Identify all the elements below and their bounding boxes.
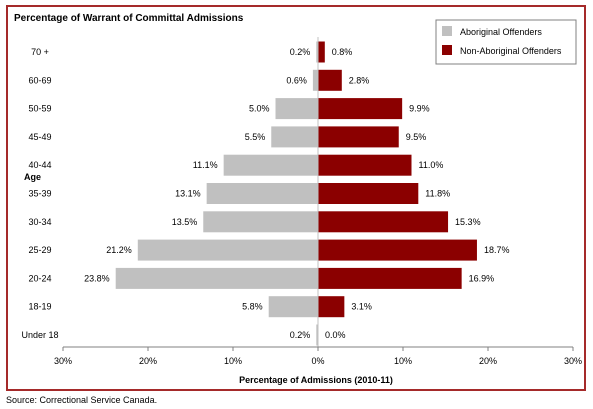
data-label-aboriginal: 21.2% [106, 245, 132, 255]
data-label-aboriginal: 0.6% [286, 75, 307, 85]
bar-aboriginal [271, 126, 318, 148]
bar-aboriginal [137, 239, 318, 261]
data-label-aboriginal: 5.5% [245, 132, 266, 142]
category-label: 45-49 [28, 132, 51, 142]
x-ticks: 30% 20% 10% 0% 10% 20% 30% [54, 347, 582, 366]
bar-aboriginal [268, 296, 318, 318]
data-label-aboriginal: 13.1% [175, 189, 201, 199]
x-axis-label: Percentage of Admissions (2010-11) [239, 375, 393, 385]
bar-non-aboriginal [318, 296, 345, 318]
category-label: 50-59 [28, 104, 51, 114]
data-label-aboriginal: 5.0% [249, 104, 270, 114]
label-group: 70 + 0.2% 0.8% 60-69 0.6% 2.8% 50-59 5.0% 9.9% 45… [21, 47, 509, 340]
category-label: 20-24 [28, 273, 51, 283]
x-tick-label: 30% [54, 356, 72, 366]
bar-non-aboriginal [318, 183, 419, 204]
legend: Aboriginal Offenders Non-Aboriginal Offe… [435, 19, 577, 65]
category-label: 25-29 [28, 245, 51, 255]
bar-aboriginal [275, 98, 318, 120]
data-label-non-aboriginal: 16.9% [469, 273, 495, 283]
bar-non-aboriginal [318, 41, 325, 63]
bar-aboriginal [203, 211, 318, 233]
bar-non-aboriginal [318, 267, 462, 289]
legend-label-aboriginal: Aboriginal Offenders [460, 27, 542, 37]
category-label: Under 18 [21, 330, 58, 340]
legend-box [435, 19, 577, 65]
data-label-non-aboriginal: 18.7% [484, 245, 510, 255]
data-label-non-aboriginal: 11.8% [425, 189, 450, 199]
category-label: 30-34 [28, 217, 51, 227]
data-label-non-aboriginal: 9.5% [406, 132, 427, 142]
x-tick-label: 30% [564, 356, 582, 366]
data-label-non-aboriginal: 3.1% [351, 302, 372, 312]
bar-non-aboriginal [318, 69, 342, 91]
legend-label-non-aboriginal: Non-Aboriginal Offenders [460, 46, 562, 56]
data-label-aboriginal: 5.8% [242, 302, 263, 312]
category-label: 70 + [31, 47, 49, 57]
bar-group [115, 37, 477, 347]
data-label-non-aboriginal: 9.9% [409, 104, 430, 114]
chart: Percentage of Warrant of Committal Admis… [14, 13, 582, 385]
data-label-aboriginal: 0.2% [290, 47, 311, 57]
bar-aboriginal [316, 41, 318, 63]
bar-non-aboriginal [318, 98, 403, 120]
chart-frame: Percentage of Warrant of Committal Admis… [6, 5, 586, 391]
data-label-aboriginal: 11.1% [193, 160, 218, 170]
data-label-aboriginal: 0.2% [290, 330, 311, 340]
data-label-non-aboriginal: 15.3% [455, 217, 481, 227]
bar-aboriginal [316, 324, 318, 346]
bar-aboriginal [115, 267, 318, 289]
bar-aboriginal [312, 69, 318, 91]
chart-title: Percentage of Warrant of Committal Admis… [14, 13, 244, 24]
source-note: Source: Correctional Service Canada. [6, 395, 158, 405]
x-tick-label: 10% [224, 356, 242, 366]
x-tick-label: 10% [394, 356, 412, 366]
category-label: 60-69 [28, 75, 51, 85]
data-label-non-aboriginal: 0.0% [325, 330, 346, 340]
bar-non-aboriginal [318, 211, 449, 233]
x-tick-label: 20% [139, 356, 157, 366]
data-label-non-aboriginal: 0.8% [332, 47, 353, 57]
legend-swatch-non-aboriginal [442, 45, 452, 55]
data-label-non-aboriginal: 11.0% [419, 160, 444, 170]
legend-swatch-aboriginal [442, 26, 452, 36]
bar-non-aboriginal [318, 126, 399, 148]
y-axis-label: Age [24, 172, 41, 182]
bar-aboriginal [223, 154, 318, 176]
bar-aboriginal [206, 183, 318, 204]
data-label-aboriginal: 13.5% [172, 217, 198, 227]
x-tick-label: 0% [311, 356, 324, 366]
data-label-non-aboriginal: 2.8% [349, 75, 370, 85]
category-label: 18-19 [28, 302, 51, 312]
bar-non-aboriginal [318, 239, 477, 261]
bar-non-aboriginal [318, 154, 412, 176]
data-label-aboriginal: 23.8% [84, 273, 110, 283]
x-tick-label: 20% [479, 356, 497, 366]
category-label: 40-44 [28, 160, 51, 170]
category-label: 35-39 [28, 189, 51, 199]
